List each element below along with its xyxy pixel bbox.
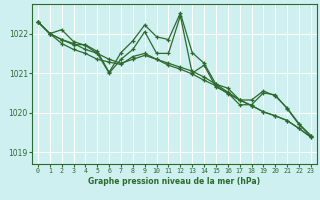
X-axis label: Graphe pression niveau de la mer (hPa): Graphe pression niveau de la mer (hPa)	[88, 177, 260, 186]
